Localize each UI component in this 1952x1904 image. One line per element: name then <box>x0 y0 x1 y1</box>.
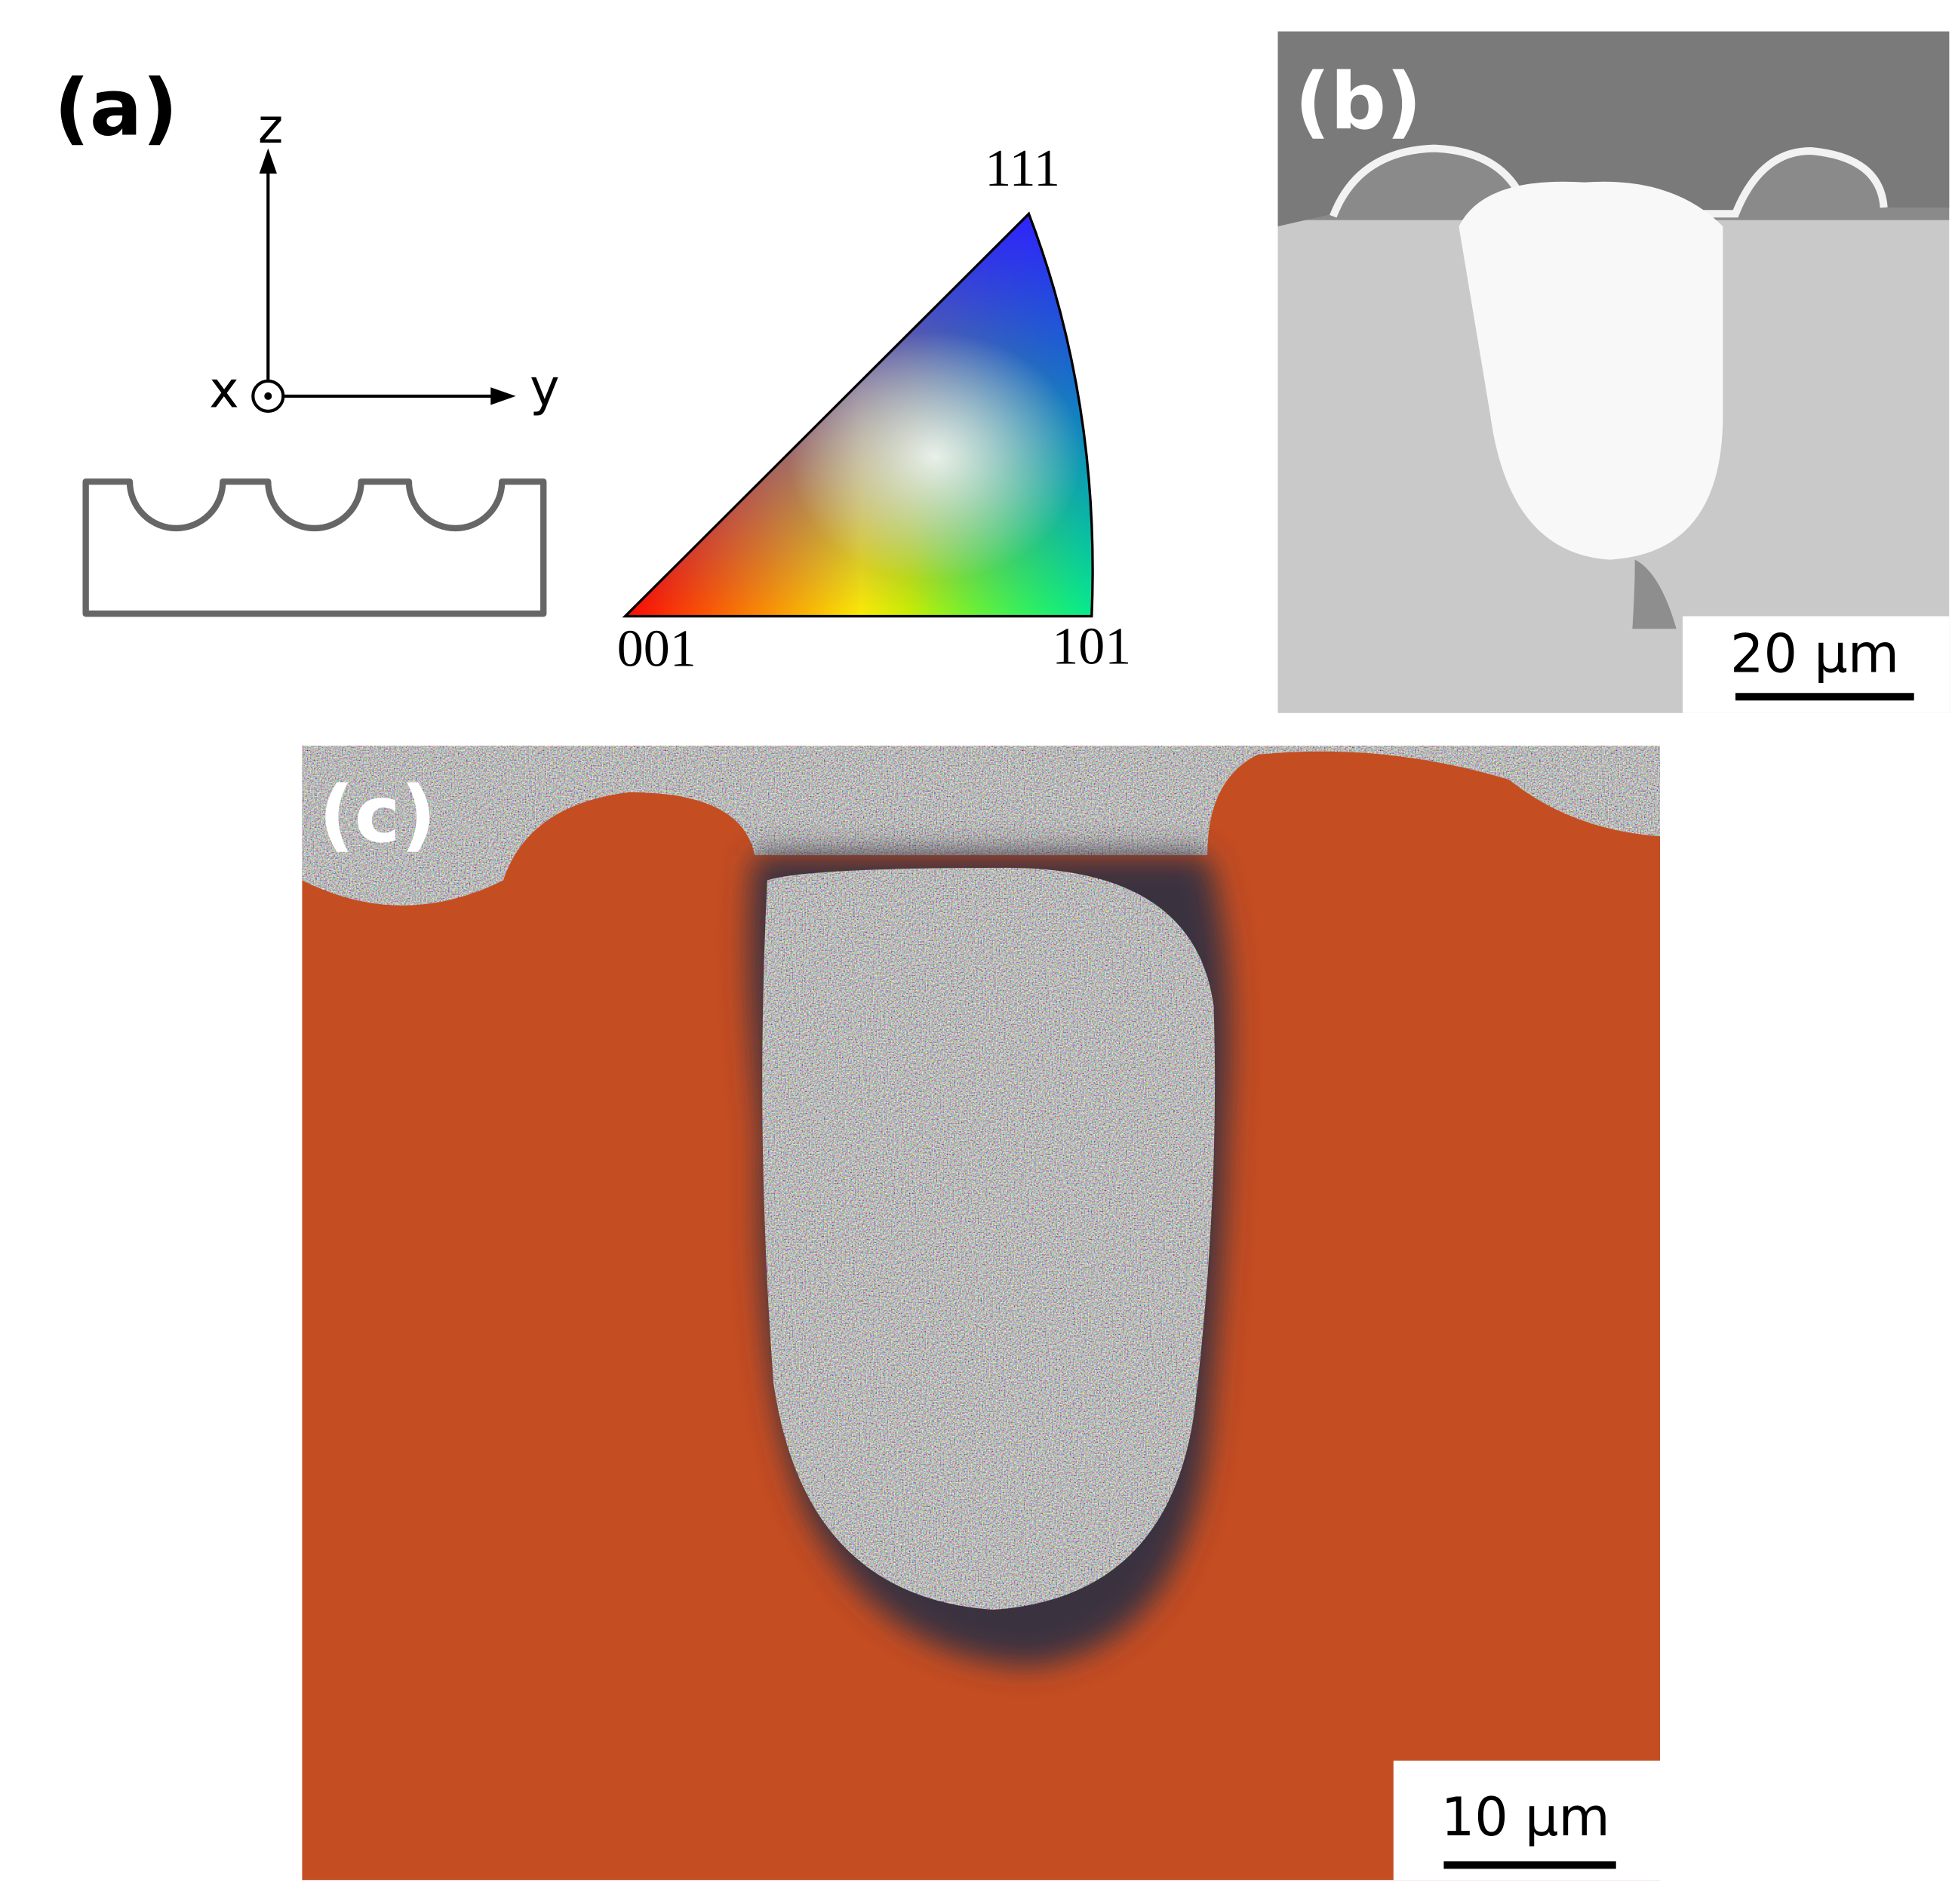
panel-a: (a) z x y 111 001 101 <box>54 63 1132 678</box>
panel-label: (c) <box>318 770 436 860</box>
arrow-head <box>259 148 277 174</box>
panel-c: (c) 10 µm <box>302 746 1661 1881</box>
out-of-plane-axis <box>251 379 285 414</box>
scale-bar-label: 10 µm <box>1441 1786 1610 1848</box>
arrow-head <box>490 387 516 405</box>
axis-label: y <box>530 358 559 417</box>
ipf-corner-label: 101 <box>1052 617 1131 675</box>
axis-label: z <box>258 98 283 154</box>
panel-label: (a) <box>54 63 178 153</box>
axis-dot <box>264 392 272 400</box>
axis-label: x <box>209 361 238 420</box>
ebsd-map <box>302 746 1661 1881</box>
ipf-corner-label: 111 <box>985 140 1060 198</box>
scale-bar-label: 20 µm <box>1730 623 1899 685</box>
ipf-corner-label: 001 <box>617 620 696 678</box>
panel-b: (b) 20 µm <box>1277 31 1950 713</box>
ipf-outline <box>622 211 1094 618</box>
panel-label: (b) <box>1295 57 1422 147</box>
sem-image <box>1277 31 1950 713</box>
sample-profile <box>82 478 547 617</box>
ipf-key <box>625 214 1093 617</box>
